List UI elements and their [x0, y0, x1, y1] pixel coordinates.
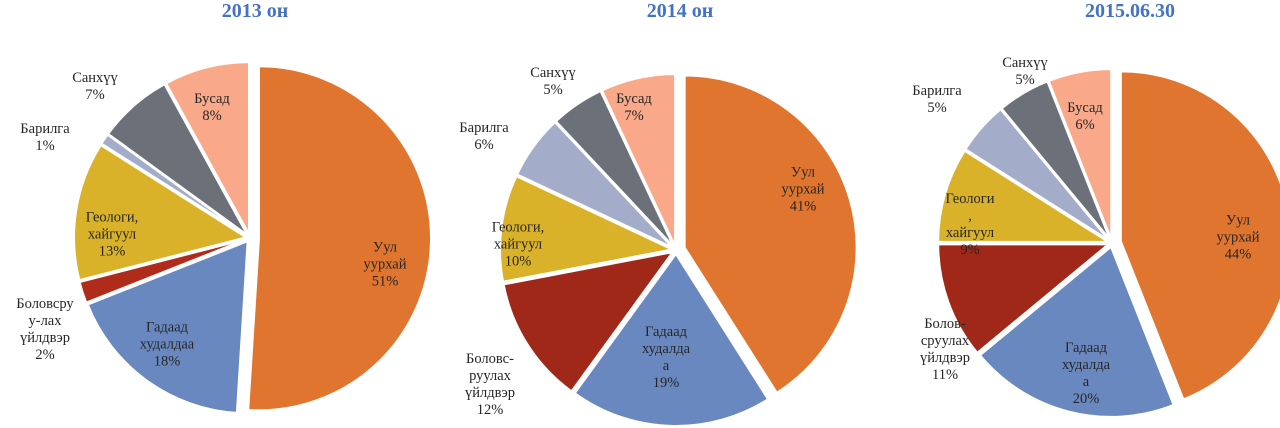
- pie-slice: [978, 245, 1175, 418]
- value-label: 19%: [652, 375, 680, 391]
- category-name: Барилга: [459, 120, 509, 136]
- slice-label: Барилга 1%: [20, 121, 69, 155]
- pie-slice: [164, 61, 251, 235]
- category-name: Геологи , хайгуул: [945, 191, 995, 241]
- pie-slice: [106, 82, 249, 236]
- pie-slice: [573, 252, 770, 427]
- value-label: 8%: [202, 108, 222, 124]
- pie-slice: [1119, 70, 1280, 401]
- slice-label: Санхүү 5%: [530, 65, 576, 99]
- slice-label: Уул уурхай 41%: [781, 165, 824, 216]
- value-label: 5%: [1015, 72, 1035, 88]
- value-label: 18%: [153, 353, 181, 370]
- value-label: 10%: [504, 253, 532, 270]
- slice-label: Бусад 6%: [1067, 100, 1103, 134]
- category-name: Санхүү: [530, 65, 576, 81]
- value-label: 51%: [371, 273, 399, 290]
- category-name: Уул уурхай: [1216, 212, 1260, 246]
- slice-label: Геологи, хайгуул 13%: [86, 210, 139, 261]
- pie-slice: [554, 89, 675, 248]
- chart-title: 2013 он: [221, 0, 289, 22]
- slice-label: Бусад 7%: [616, 91, 652, 125]
- value-label: 7%: [624, 108, 644, 124]
- slice-label: Геологи, хайгуул 10%: [492, 220, 545, 271]
- value-label: 6%: [1075, 117, 1095, 133]
- category-name: Боловсру у-лах үйлдвэр: [16, 296, 74, 346]
- value-label: 5%: [543, 82, 563, 98]
- value-label: 2%: [35, 347, 55, 363]
- slice-label: Боловс- руулах үйлдвэр 12%: [465, 351, 515, 419]
- value-label: 1%: [35, 138, 55, 154]
- slice-label: Гадаад худалдаа 18%: [140, 320, 194, 371]
- slice-label: Гадаад худалда а 20%: [1062, 340, 1110, 408]
- category-name: Болов- сруулах үйлдвэр: [920, 316, 970, 366]
- category-name: Санхүү: [72, 70, 118, 86]
- category-name: Гадаад худалда а: [641, 324, 691, 374]
- slice-label: Барилга 5%: [912, 83, 961, 117]
- slice-label: Уул уурхай 51%: [363, 240, 406, 291]
- value-label: 11%: [931, 367, 959, 383]
- category-name: Гадаад худалдаа: [139, 319, 195, 353]
- slice-label: Бусад 8%: [194, 91, 230, 125]
- pie-slice: [499, 174, 676, 283]
- category-name: Геологи, хайгуул: [491, 219, 545, 253]
- slice-label: Болов- сруулах үйлдвэр 11%: [920, 316, 970, 384]
- value-label: 12%: [476, 402, 504, 418]
- slice-label: Барилга 6%: [459, 120, 508, 154]
- slice-label: Гадаад худалда а 19%: [642, 324, 690, 392]
- pie-slice: [73, 143, 249, 282]
- category-name: Бусад: [616, 91, 652, 107]
- slice-label: Геологи , хайгуул 9%: [946, 191, 995, 259]
- category-name: Боловс- руулах үйлдвэр: [465, 351, 515, 401]
- value-label: 5%: [927, 100, 947, 116]
- slice-label: Санхүү 5%: [1002, 55, 1048, 89]
- pie-slice: [600, 73, 677, 247]
- category-name: Барилга: [912, 83, 962, 99]
- pie-slice: [86, 239, 249, 414]
- chart-title: 2015.06.30: [1085, 0, 1175, 22]
- category-name: Геологи, хайгуул: [85, 209, 139, 243]
- pie-slice: [1000, 80, 1111, 241]
- chart-title: 2014 он: [646, 0, 714, 22]
- category-name: Барилга: [20, 121, 70, 137]
- value-label: 7%: [85, 87, 105, 103]
- pie-slice: [247, 65, 433, 412]
- value-label: 13%: [98, 243, 126, 260]
- pie-slice: [964, 107, 1110, 242]
- category-name: Уул уурхай: [363, 239, 407, 273]
- value-label: 41%: [789, 198, 817, 215]
- pie-slice: [100, 133, 248, 237]
- category-name: Бусад: [1067, 100, 1103, 116]
- pie-slice: [502, 250, 675, 393]
- slice-label: Санхүү 7%: [72, 70, 118, 104]
- value-label: 6%: [474, 137, 494, 153]
- category-name: Гадаад худалда а: [1061, 340, 1111, 390]
- slice-label: Уул уурхай 44%: [1216, 213, 1259, 264]
- category-name: Уул уурхай: [781, 164, 825, 198]
- pie-slice: [937, 149, 1112, 243]
- pie-slice: [937, 243, 1112, 355]
- pie-slice: [78, 238, 247, 304]
- value-label: 9%: [960, 242, 980, 258]
- category-name: Санхүү: [1002, 55, 1048, 71]
- slice-label: Боловсру у-лах үйлдвэр 2%: [16, 296, 73, 364]
- pie-slice: [1047, 68, 1113, 240]
- pie-slice: [683, 74, 858, 395]
- value-label: 44%: [1224, 246, 1252, 263]
- pie-slice: [515, 120, 674, 249]
- value-label: 20%: [1072, 391, 1100, 407]
- category-name: Бусад: [194, 91, 230, 107]
